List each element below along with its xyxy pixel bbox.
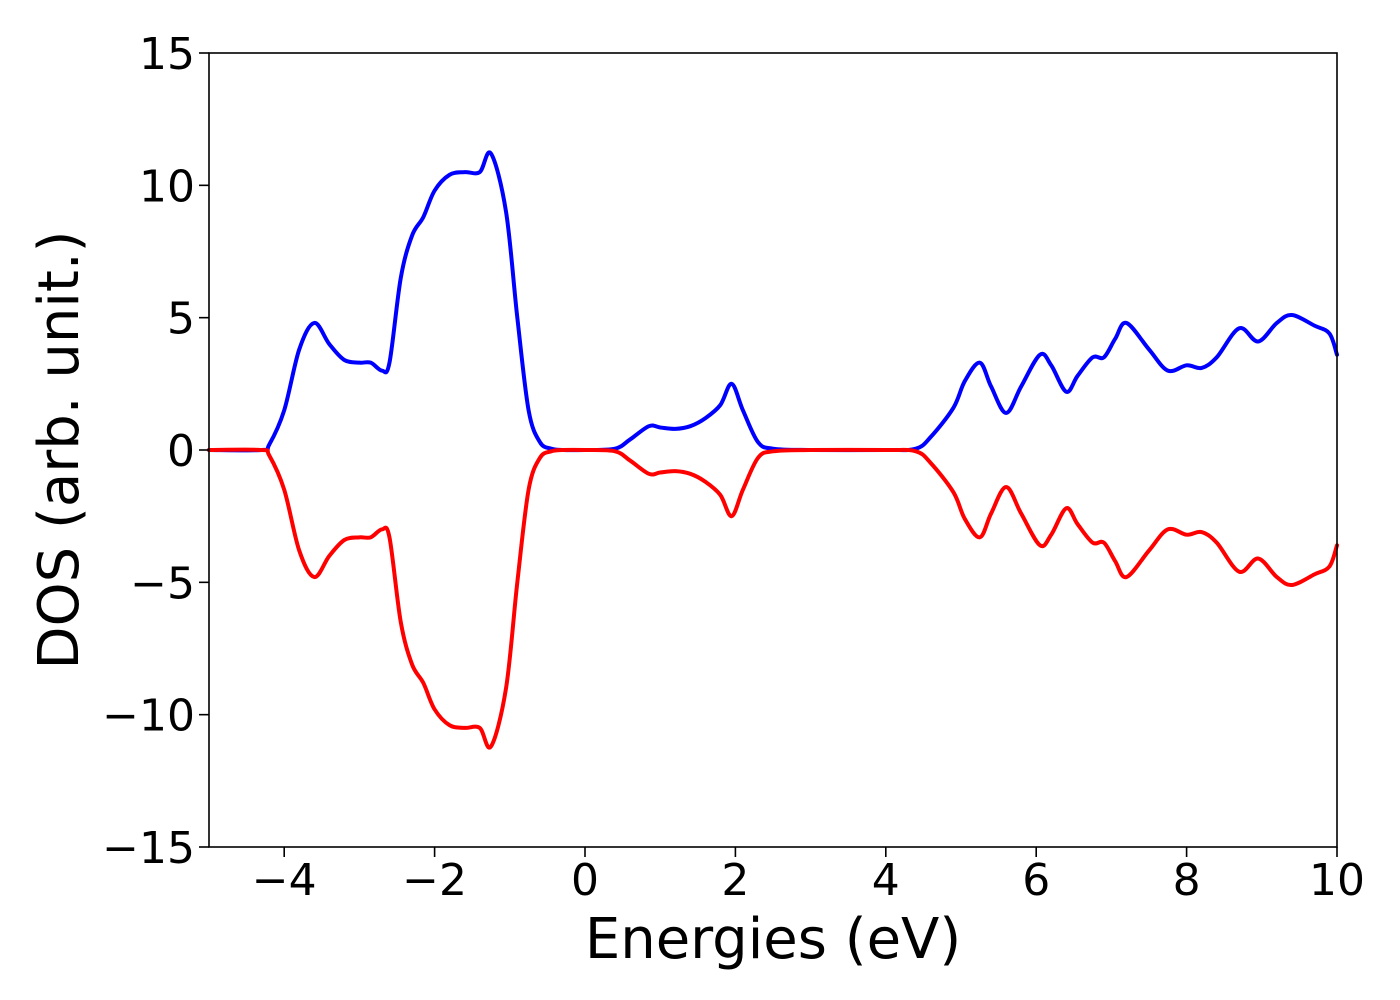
x-axis-label: Energies (eV) (585, 907, 961, 972)
series-layer (207, 150, 1339, 750)
x-tick-label: 4 (872, 855, 900, 906)
x-tick-label: 0 (571, 855, 599, 906)
y-tick-label: 15 (139, 29, 195, 80)
y-ticks: 15 10 5 0 −5 −10 −15 (102, 29, 209, 874)
series-line-2 (207, 447, 1339, 750)
x-tick-label: 10 (1309, 855, 1365, 906)
y-tick-label: −10 (102, 691, 195, 742)
x-tick-label: 2 (721, 855, 749, 906)
x-ticks: −4 −2 0 2 4 6 8 10 (252, 847, 1365, 906)
x-tick-label: 8 (1173, 855, 1201, 906)
x-tick-label: −2 (402, 855, 467, 906)
y-tick-label: 5 (167, 294, 195, 345)
y-tick-label: 0 (167, 426, 195, 477)
y-tick-label: −15 (102, 823, 195, 874)
y-tick-label: 10 (139, 161, 195, 212)
y-tick-label: −5 (130, 558, 195, 609)
x-tick-label: 6 (1022, 855, 1050, 906)
series-line-1 (207, 150, 1339, 453)
y-axis-label: DOS (arb. unit.) (27, 230, 92, 669)
x-tick-label: −4 (252, 855, 317, 906)
